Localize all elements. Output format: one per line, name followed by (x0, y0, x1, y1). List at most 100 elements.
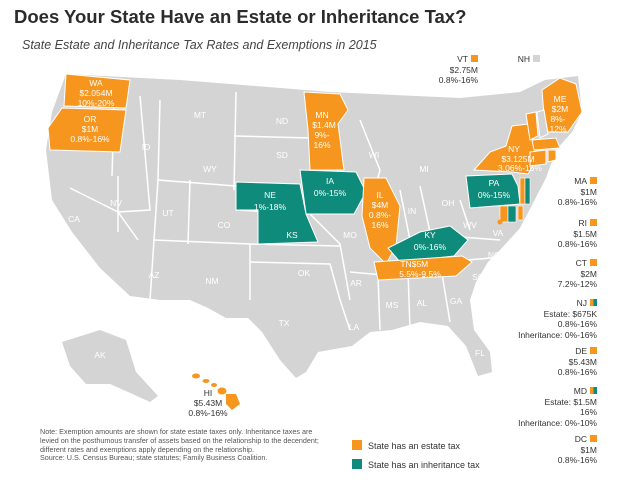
source-text: Source: U.S. Census Bureau; state statut… (40, 453, 268, 463)
side-entry-swatch (590, 387, 597, 394)
svg-text:0.8%-16%: 0.8%-16% (70, 134, 110, 144)
legend-estate: State has an estate tax (352, 440, 460, 451)
side-entry-line: $1M (580, 186, 597, 197)
abbr-VA: VA (493, 228, 504, 238)
new-england-small-states (529, 137, 561, 167)
svg-text:16%: 16% (371, 220, 388, 230)
side-entry-line: 0.8%-16% (557, 367, 597, 377)
svg-text:OR: OR (84, 114, 97, 124)
side-entry-abbr: CT (575, 258, 587, 268)
abbr-NM: NM (205, 276, 218, 286)
abbr-OH: OH (442, 198, 455, 208)
abbr-OK: OK (298, 268, 311, 278)
side-entry-abbr: NJ (576, 298, 587, 308)
abbr-MI: MI (419, 164, 428, 174)
side-entry-line: 0.8%-16% (557, 239, 597, 249)
label-WA: WA $2.054M 10%-20% (78, 78, 115, 108)
state-IL (361, 177, 401, 265)
side-entry-line: 0.8%-16% (557, 197, 597, 207)
legend-inheritance: State has an inheritance tax (352, 459, 480, 470)
side-entry-swatch (590, 299, 597, 306)
label-NE: NE 1%-18% (254, 190, 287, 212)
svg-text:$5.43M: $5.43M (194, 398, 222, 408)
side-entry-DC: DC $1M 0.8%-16% (500, 434, 597, 466)
svg-text:0%-16%: 0%-16% (414, 242, 447, 252)
side-entry-line: $2M (580, 268, 597, 279)
svg-text:$5M: $5M (412, 259, 429, 269)
abbr-WI: WI (369, 150, 379, 160)
side-entry-DE: DE $5.43M 0.8%-16% (500, 346, 597, 378)
abbr-NV: NV (110, 198, 122, 208)
state-TN (373, 255, 473, 281)
svg-text:$2.054M: $2.054M (79, 88, 112, 98)
svg-text:0.8%-: 0.8%- (369, 210, 391, 220)
abbr-LA: LA (349, 322, 360, 332)
abbr-NC: NC (488, 250, 500, 260)
svg-text:KY: KY (424, 230, 436, 240)
abbr-GA: GA (450, 296, 463, 306)
svg-text:9%-: 9%- (314, 130, 329, 140)
svg-text:$2M: $2M (552, 104, 569, 114)
side-entry-swatch (590, 219, 597, 226)
abbr-ID: ID (142, 142, 151, 152)
abbr-CA: CA (68, 214, 80, 224)
label-OR: OR $1M 0.8%-16% (70, 114, 110, 144)
svg-text:WA: WA (89, 78, 103, 88)
svg-text:HI: HI (204, 388, 213, 398)
side-entry-abbr: MA (574, 176, 587, 186)
svg-text:$4M: $4M (372, 200, 389, 210)
abbr-MT: MT (194, 110, 206, 120)
abbr-WY: WY (203, 164, 217, 174)
side-entry-abbr: RI (578, 218, 588, 228)
abbr-KS: KS (286, 230, 298, 240)
svg-text:TN: TN (400, 259, 411, 269)
abbr-MS: MS (386, 300, 399, 310)
label-ME: ME $2M 8%- 12% (549, 94, 568, 134)
legend-estate-swatch (352, 440, 362, 450)
side-entry-CT: CT $2M 7.2%-12% (500, 258, 597, 290)
side-entry-swatch (590, 177, 597, 184)
state-NE (235, 181, 319, 245)
side-entry-line: $1.5M (573, 228, 597, 239)
side-entry-MA: MA $1M 0.8%-16% (500, 176, 597, 208)
abbr-AL: AL (417, 298, 428, 308)
svg-text:12%: 12% (549, 124, 566, 134)
abbr-AR: AR (350, 278, 362, 288)
svg-text:$1.4M: $1.4M (312, 120, 336, 130)
side-entry-line: 0.8%-16% (557, 319, 597, 329)
state-HI (192, 373, 240, 410)
legend-inheritance-swatch (352, 459, 362, 469)
callout-VT: VT $2.75M 0.8%-16% (438, 54, 478, 85)
state-NJ (519, 177, 531, 205)
side-entry-NJ: NJ Estate: $675K 0.8%-16% Inheritance: 0%-1… (500, 298, 597, 340)
state-DC (497, 219, 503, 225)
svg-text:IA: IA (326, 176, 334, 186)
abbr-MO: MO (343, 230, 357, 240)
state-VT (525, 111, 539, 141)
side-entry-swatch (590, 347, 597, 354)
svg-text:0%-15%: 0%-15% (314, 188, 347, 198)
svg-text:5.5%-9.5%: 5.5%-9.5% (399, 269, 441, 279)
abbr-SD: SD (276, 150, 288, 160)
label-HI: HI $5.43M 0.8%-16% (188, 388, 228, 418)
abbr-SC: SC (472, 272, 484, 282)
abbr-UT: UT (162, 208, 173, 218)
svg-text:$1M: $1M (82, 124, 99, 134)
side-entry-MD: MD Estate: $1.5M 16% Inheritance: 0%-10% (500, 386, 597, 428)
side-entry-line: 16% (579, 407, 597, 417)
side-entry-swatch (590, 435, 597, 442)
us-base-shape (46, 74, 582, 378)
side-entry-line: $1M (580, 444, 597, 455)
svg-text:0.8%-16%: 0.8%-16% (188, 408, 228, 418)
label-KY: KY 0%-16% (414, 230, 447, 252)
state-MN (303, 91, 349, 171)
svg-text:ME: ME (554, 94, 567, 104)
label-IL: IL $4M 0.8%- 16% (369, 190, 391, 230)
svg-text:0%-15%: 0%-15% (478, 190, 511, 200)
abbr-CO: CO (218, 220, 231, 230)
side-entry-swatch (590, 259, 597, 266)
state-DE (517, 205, 524, 221)
plain-state-labels: MT ID WY ND SD NV UT CO KS MO WI MI CA A… (68, 110, 504, 360)
svg-text:1%-18%: 1%-18% (254, 202, 287, 212)
